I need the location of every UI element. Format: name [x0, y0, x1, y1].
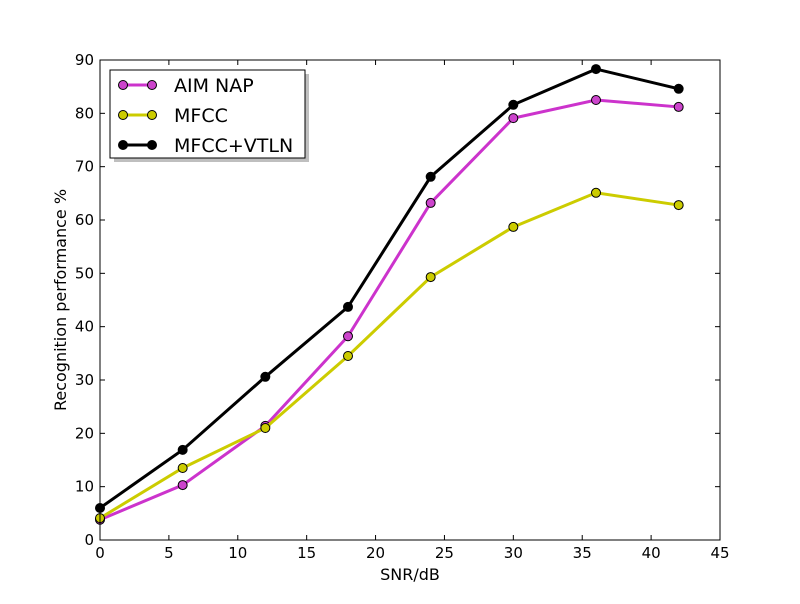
x-tick-label: 0 — [95, 544, 105, 562]
legend-marker — [118, 140, 128, 150]
legend-marker — [147, 110, 157, 120]
data-point — [177, 463, 188, 473]
data-point — [673, 200, 684, 211]
series-aim-nap — [95, 95, 684, 525]
y-tick-label: 60 — [75, 211, 94, 229]
data-point — [425, 197, 436, 208]
legend: AIM NAP MFCC MFCC+VTLN — [109, 69, 309, 162]
data-point — [343, 331, 353, 342]
data-point — [343, 301, 353, 312]
x-tick-label: 5 — [164, 544, 174, 562]
series-mfcc — [95, 187, 684, 524]
x-tick-label: 15 — [297, 544, 316, 562]
y-tick-label: 0 — [84, 531, 94, 549]
data-point — [508, 221, 519, 232]
data-point — [508, 113, 519, 124]
x-tick-label: 10 — [228, 544, 247, 562]
x-tick-label: 25 — [435, 544, 454, 562]
x-tick-label: 30 — [504, 544, 523, 562]
data-point — [591, 187, 601, 198]
y-tick-label: 30 — [75, 371, 94, 389]
data-point — [177, 444, 188, 455]
y-tick-label: 90 — [75, 51, 94, 69]
legend-marker — [147, 80, 157, 90]
legend-marker — [118, 80, 128, 90]
data-point — [591, 64, 601, 75]
legend-marker — [118, 110, 128, 120]
x-tick-label: 40 — [642, 544, 661, 562]
data-point — [673, 101, 684, 112]
y-tick-label: 80 — [75, 104, 94, 122]
data-point — [260, 423, 271, 433]
data-point — [343, 351, 353, 361]
series-line — [99, 98, 679, 522]
x-tick-label: 35 — [573, 544, 592, 562]
data-point — [260, 371, 271, 382]
data-point — [425, 171, 436, 182]
legend-label: AIM NAP — [174, 75, 254, 97]
series-line — [99, 67, 680, 510]
legend-label: MFCC — [174, 105, 228, 127]
legend-marker — [147, 140, 157, 150]
x-tick-label: 45 — [710, 544, 729, 562]
data-point — [177, 480, 188, 491]
data-point — [425, 272, 436, 283]
series-line — [99, 191, 679, 520]
y-tick-label: 70 — [75, 158, 94, 176]
y-tick-label: 10 — [75, 478, 94, 496]
y-tick-label: 50 — [75, 264, 94, 282]
plot-frame — [99, 59, 721, 541]
data-point — [591, 95, 601, 105]
x-tick-label: 20 — [366, 544, 385, 562]
y-tick-label: 40 — [75, 318, 94, 336]
y-tick-label: 20 — [75, 424, 94, 442]
y-axis-label: Recognition performance % — [51, 189, 70, 411]
data-point — [673, 83, 684, 94]
legend-label: MFCC+VTLN — [174, 135, 293, 157]
data-point — [508, 99, 519, 110]
x-axis-label: SNR/dB — [380, 565, 440, 584]
